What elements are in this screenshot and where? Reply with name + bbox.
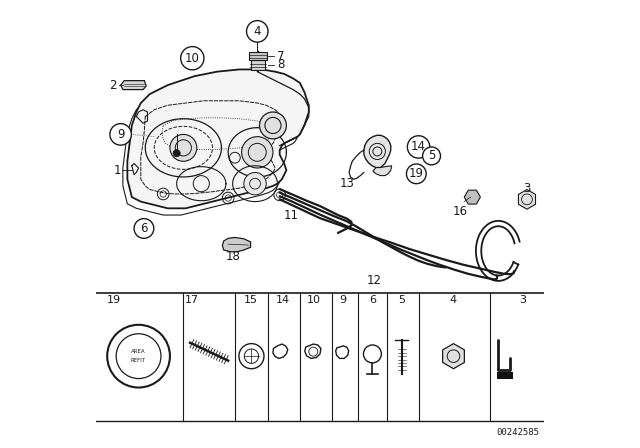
Text: 4: 4 xyxy=(253,25,261,38)
Text: 3: 3 xyxy=(519,295,526,305)
Text: 4: 4 xyxy=(449,295,456,305)
Bar xyxy=(497,372,513,379)
Text: 15: 15 xyxy=(244,295,257,305)
Text: 7: 7 xyxy=(277,49,284,63)
FancyBboxPatch shape xyxy=(249,52,267,60)
Text: 19: 19 xyxy=(409,167,424,181)
Polygon shape xyxy=(373,166,392,176)
Text: 10: 10 xyxy=(307,295,321,305)
Text: 10: 10 xyxy=(185,52,200,65)
Polygon shape xyxy=(464,190,481,204)
Polygon shape xyxy=(120,81,146,90)
Circle shape xyxy=(406,164,426,184)
Text: 6: 6 xyxy=(140,222,148,235)
Circle shape xyxy=(110,124,131,145)
Text: 3: 3 xyxy=(524,181,531,195)
Text: 16: 16 xyxy=(452,205,467,218)
FancyBboxPatch shape xyxy=(252,60,265,70)
Text: 2: 2 xyxy=(109,78,116,92)
Circle shape xyxy=(246,21,268,42)
Text: 12: 12 xyxy=(366,273,381,287)
Polygon shape xyxy=(222,237,250,252)
Circle shape xyxy=(173,150,180,157)
Polygon shape xyxy=(518,190,536,209)
Circle shape xyxy=(422,147,440,165)
Text: 13: 13 xyxy=(339,177,355,190)
Text: 14: 14 xyxy=(276,295,291,305)
Text: 1: 1 xyxy=(114,164,121,177)
Circle shape xyxy=(134,219,154,238)
Circle shape xyxy=(244,172,266,195)
Text: 17: 17 xyxy=(185,295,200,305)
Text: 00242585: 00242585 xyxy=(497,428,540,437)
Circle shape xyxy=(170,134,196,161)
Circle shape xyxy=(407,136,430,158)
Circle shape xyxy=(241,137,273,168)
Text: 9: 9 xyxy=(117,128,124,141)
Text: 5: 5 xyxy=(428,149,435,163)
Text: 5: 5 xyxy=(398,295,405,305)
Text: 6: 6 xyxy=(369,295,376,305)
Text: AREA: AREA xyxy=(131,349,146,354)
Circle shape xyxy=(180,47,204,70)
Polygon shape xyxy=(364,135,391,168)
Polygon shape xyxy=(443,344,465,369)
Text: 11: 11 xyxy=(284,208,298,222)
Text: 14: 14 xyxy=(411,140,426,154)
Text: 8: 8 xyxy=(277,58,284,72)
Text: REFIT: REFIT xyxy=(131,358,146,363)
Polygon shape xyxy=(127,69,308,208)
Text: 19: 19 xyxy=(107,295,121,305)
Text: 18: 18 xyxy=(225,250,240,263)
Circle shape xyxy=(260,112,287,139)
Text: 9: 9 xyxy=(339,295,346,305)
